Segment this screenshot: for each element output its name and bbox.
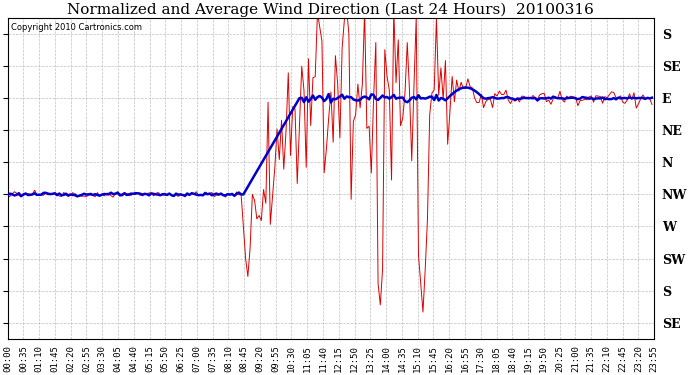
Text: Copyright 2010 Cartronics.com: Copyright 2010 Cartronics.com <box>11 23 142 32</box>
Title: Normalized and Average Wind Direction (Last 24 Hours)  20100316: Normalized and Average Wind Direction (L… <box>68 3 594 17</box>
